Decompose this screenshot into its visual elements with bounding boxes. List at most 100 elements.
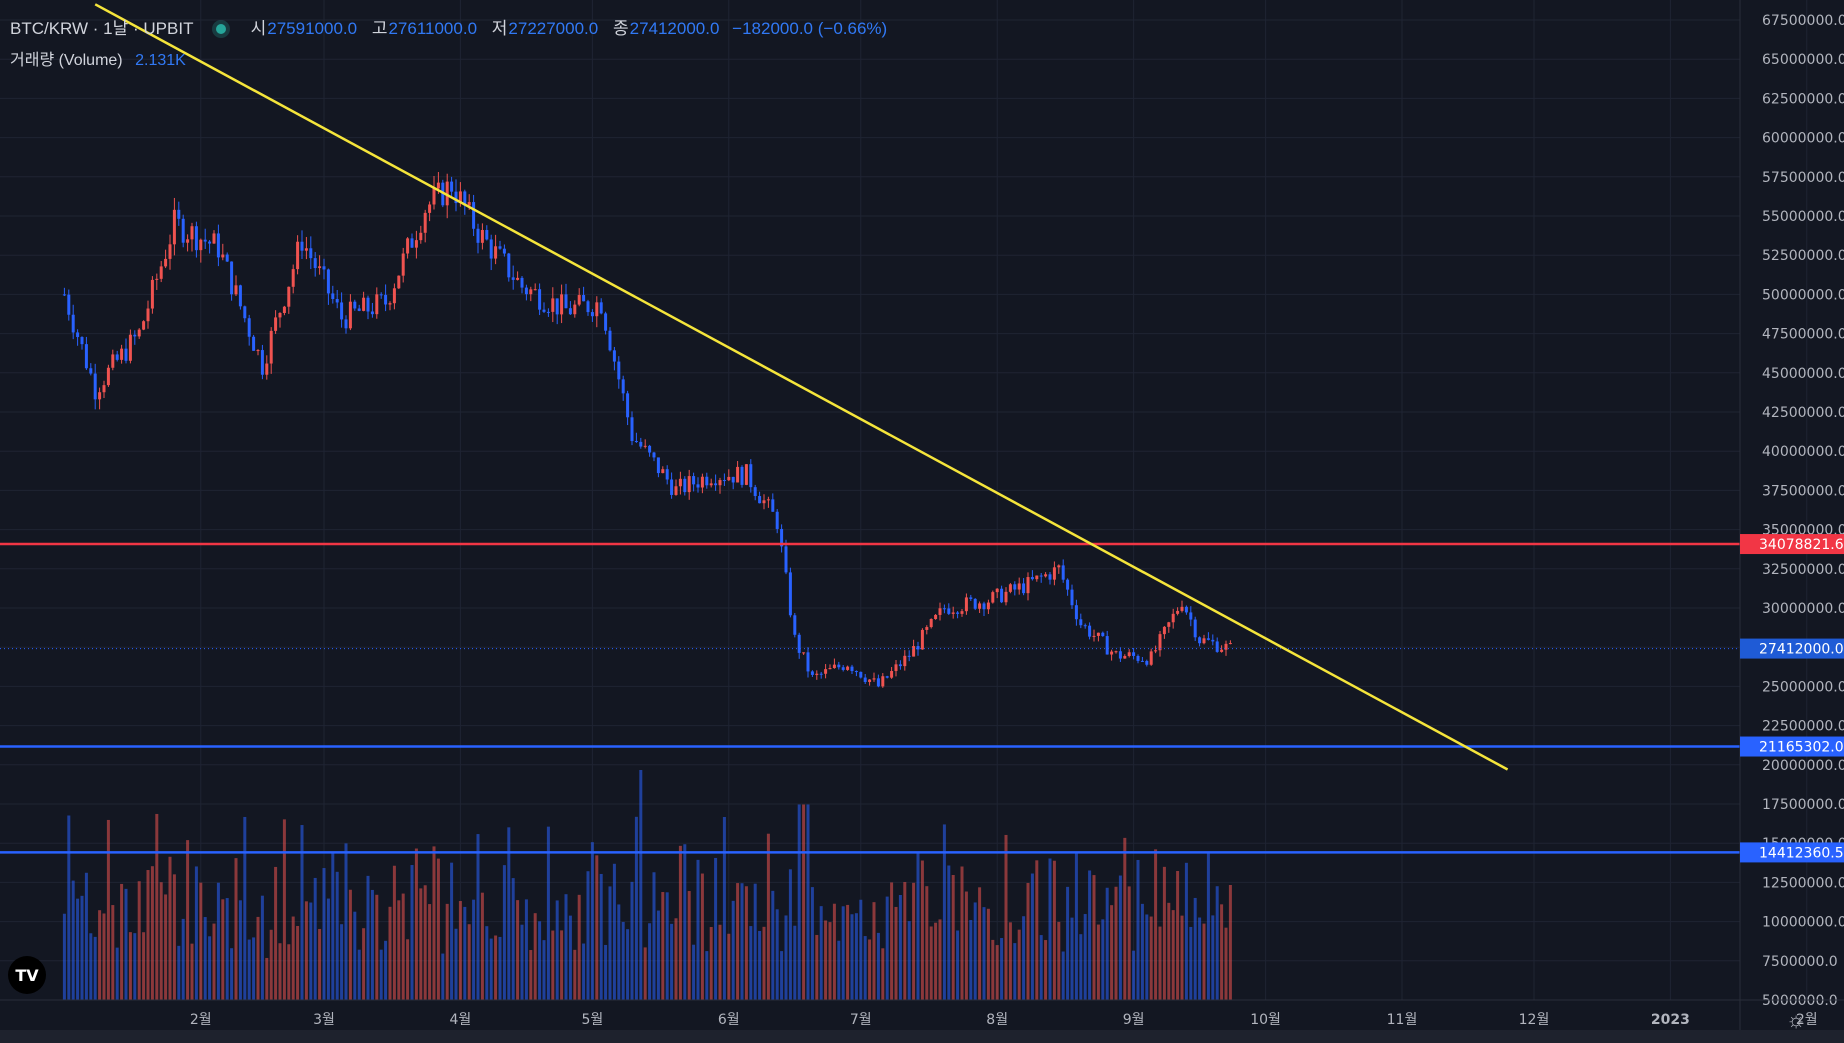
candle-body (1202, 638, 1206, 644)
candle-body (507, 253, 511, 278)
volume-bar (128, 932, 132, 1000)
volume-bar (612, 863, 616, 1000)
candle-body (670, 479, 674, 495)
volume-bar (744, 886, 748, 1000)
volume-bar (406, 939, 410, 1000)
candle-body (634, 441, 638, 443)
volume-bar (159, 882, 163, 1000)
candle-body (551, 298, 555, 312)
volume-bar (590, 842, 594, 1000)
candle-body (450, 181, 454, 192)
volume-bar (854, 913, 858, 1000)
candle-body (234, 285, 238, 295)
candle-body (137, 329, 141, 337)
candle-body (639, 441, 643, 447)
candle-body (1123, 656, 1127, 659)
candle-body (1008, 584, 1012, 592)
candle-body (221, 254, 225, 258)
volume-bar (344, 843, 348, 1000)
volume-bar (951, 874, 955, 1000)
volume-bar (1074, 853, 1078, 1000)
candle-body (1162, 626, 1166, 635)
candle-body (1184, 606, 1188, 613)
volume-bar (463, 906, 467, 1000)
change-value: −182000.0 (−0.66%) (732, 19, 888, 38)
volume-bar (639, 770, 643, 1000)
candle-body (920, 629, 924, 650)
volume-bar (780, 951, 784, 1000)
volume-legend[interactable]: 거래량 (Volume) 2.131K (10, 46, 186, 70)
candle-body (269, 330, 273, 364)
volume-bar (1070, 917, 1074, 1000)
candle-body (854, 671, 858, 673)
volume-bar (485, 926, 489, 1000)
volume-bar (410, 865, 414, 1000)
candle-body (1140, 660, 1144, 662)
candle-body (115, 354, 119, 360)
candle-body (1110, 651, 1114, 655)
candle-body (951, 612, 955, 614)
candle-body (401, 253, 405, 276)
candle-body (414, 240, 418, 248)
volume-bar (766, 833, 770, 1000)
candle-body (89, 368, 93, 374)
time-tick-label: 7월 (850, 1012, 872, 1028)
price-tick-label: 30000000.0 (1762, 601, 1844, 617)
volume-bar (868, 939, 872, 1000)
volume-bar (362, 928, 366, 1000)
price-label-value: 34078821.6 (1759, 537, 1844, 553)
volume-bar (98, 910, 102, 1000)
candle-body (991, 592, 995, 603)
candle-body (102, 385, 106, 393)
volume-bar (608, 886, 612, 1000)
candle-body (150, 279, 154, 309)
symbol-title[interactable]: BTC/KRW · 1날 · UPBIT (10, 19, 194, 38)
candle-body (718, 480, 722, 486)
candle-body (995, 588, 999, 593)
volume-bar (89, 933, 93, 1000)
candle-body (868, 679, 872, 683)
volume-bar (111, 905, 115, 1000)
gear-icon[interactable]: ☼ (1786, 1007, 1807, 1032)
candle-body (384, 294, 388, 305)
candle-body (111, 354, 115, 368)
time-tick-label: 9월 (1123, 1012, 1145, 1028)
candle-body (106, 367, 110, 386)
candle-body (1088, 625, 1092, 637)
volume-bar (740, 883, 744, 1000)
volume-bar (150, 866, 154, 1000)
high-label: 고 (371, 19, 388, 38)
candle-body (230, 261, 234, 295)
candle-body (520, 277, 524, 288)
candle-body (881, 676, 885, 687)
volume-bar (1066, 886, 1070, 1000)
candle-body (806, 652, 810, 672)
candle-body (159, 266, 163, 279)
candle-body (348, 301, 352, 329)
volume-bar (133, 933, 137, 1000)
volume-bar (824, 920, 828, 1000)
volume-bar (551, 930, 555, 1000)
volume-bar (106, 819, 110, 1000)
tradingview-logo-icon[interactable]: TV (8, 956, 46, 994)
volume-bar (665, 892, 669, 1000)
candle-body (142, 321, 146, 330)
candle-body (674, 486, 678, 495)
volume-bar (863, 936, 867, 1000)
volume-bar (1057, 921, 1061, 1000)
volume-bar (771, 890, 775, 1000)
candle-body (590, 312, 594, 317)
candle-body (388, 303, 392, 305)
candle-body (252, 336, 256, 351)
volume-bar (802, 804, 806, 1000)
volume-bar (304, 901, 308, 1000)
volume-bar (599, 873, 603, 1000)
candle-body (1228, 643, 1232, 645)
volume-bar (1035, 860, 1039, 1000)
candle-body (885, 676, 889, 678)
candle-body (832, 664, 836, 669)
price-tick-label: 32500000.0 (1762, 562, 1844, 578)
high-value: 27611000.0 (388, 19, 478, 38)
candle-body (595, 302, 599, 317)
